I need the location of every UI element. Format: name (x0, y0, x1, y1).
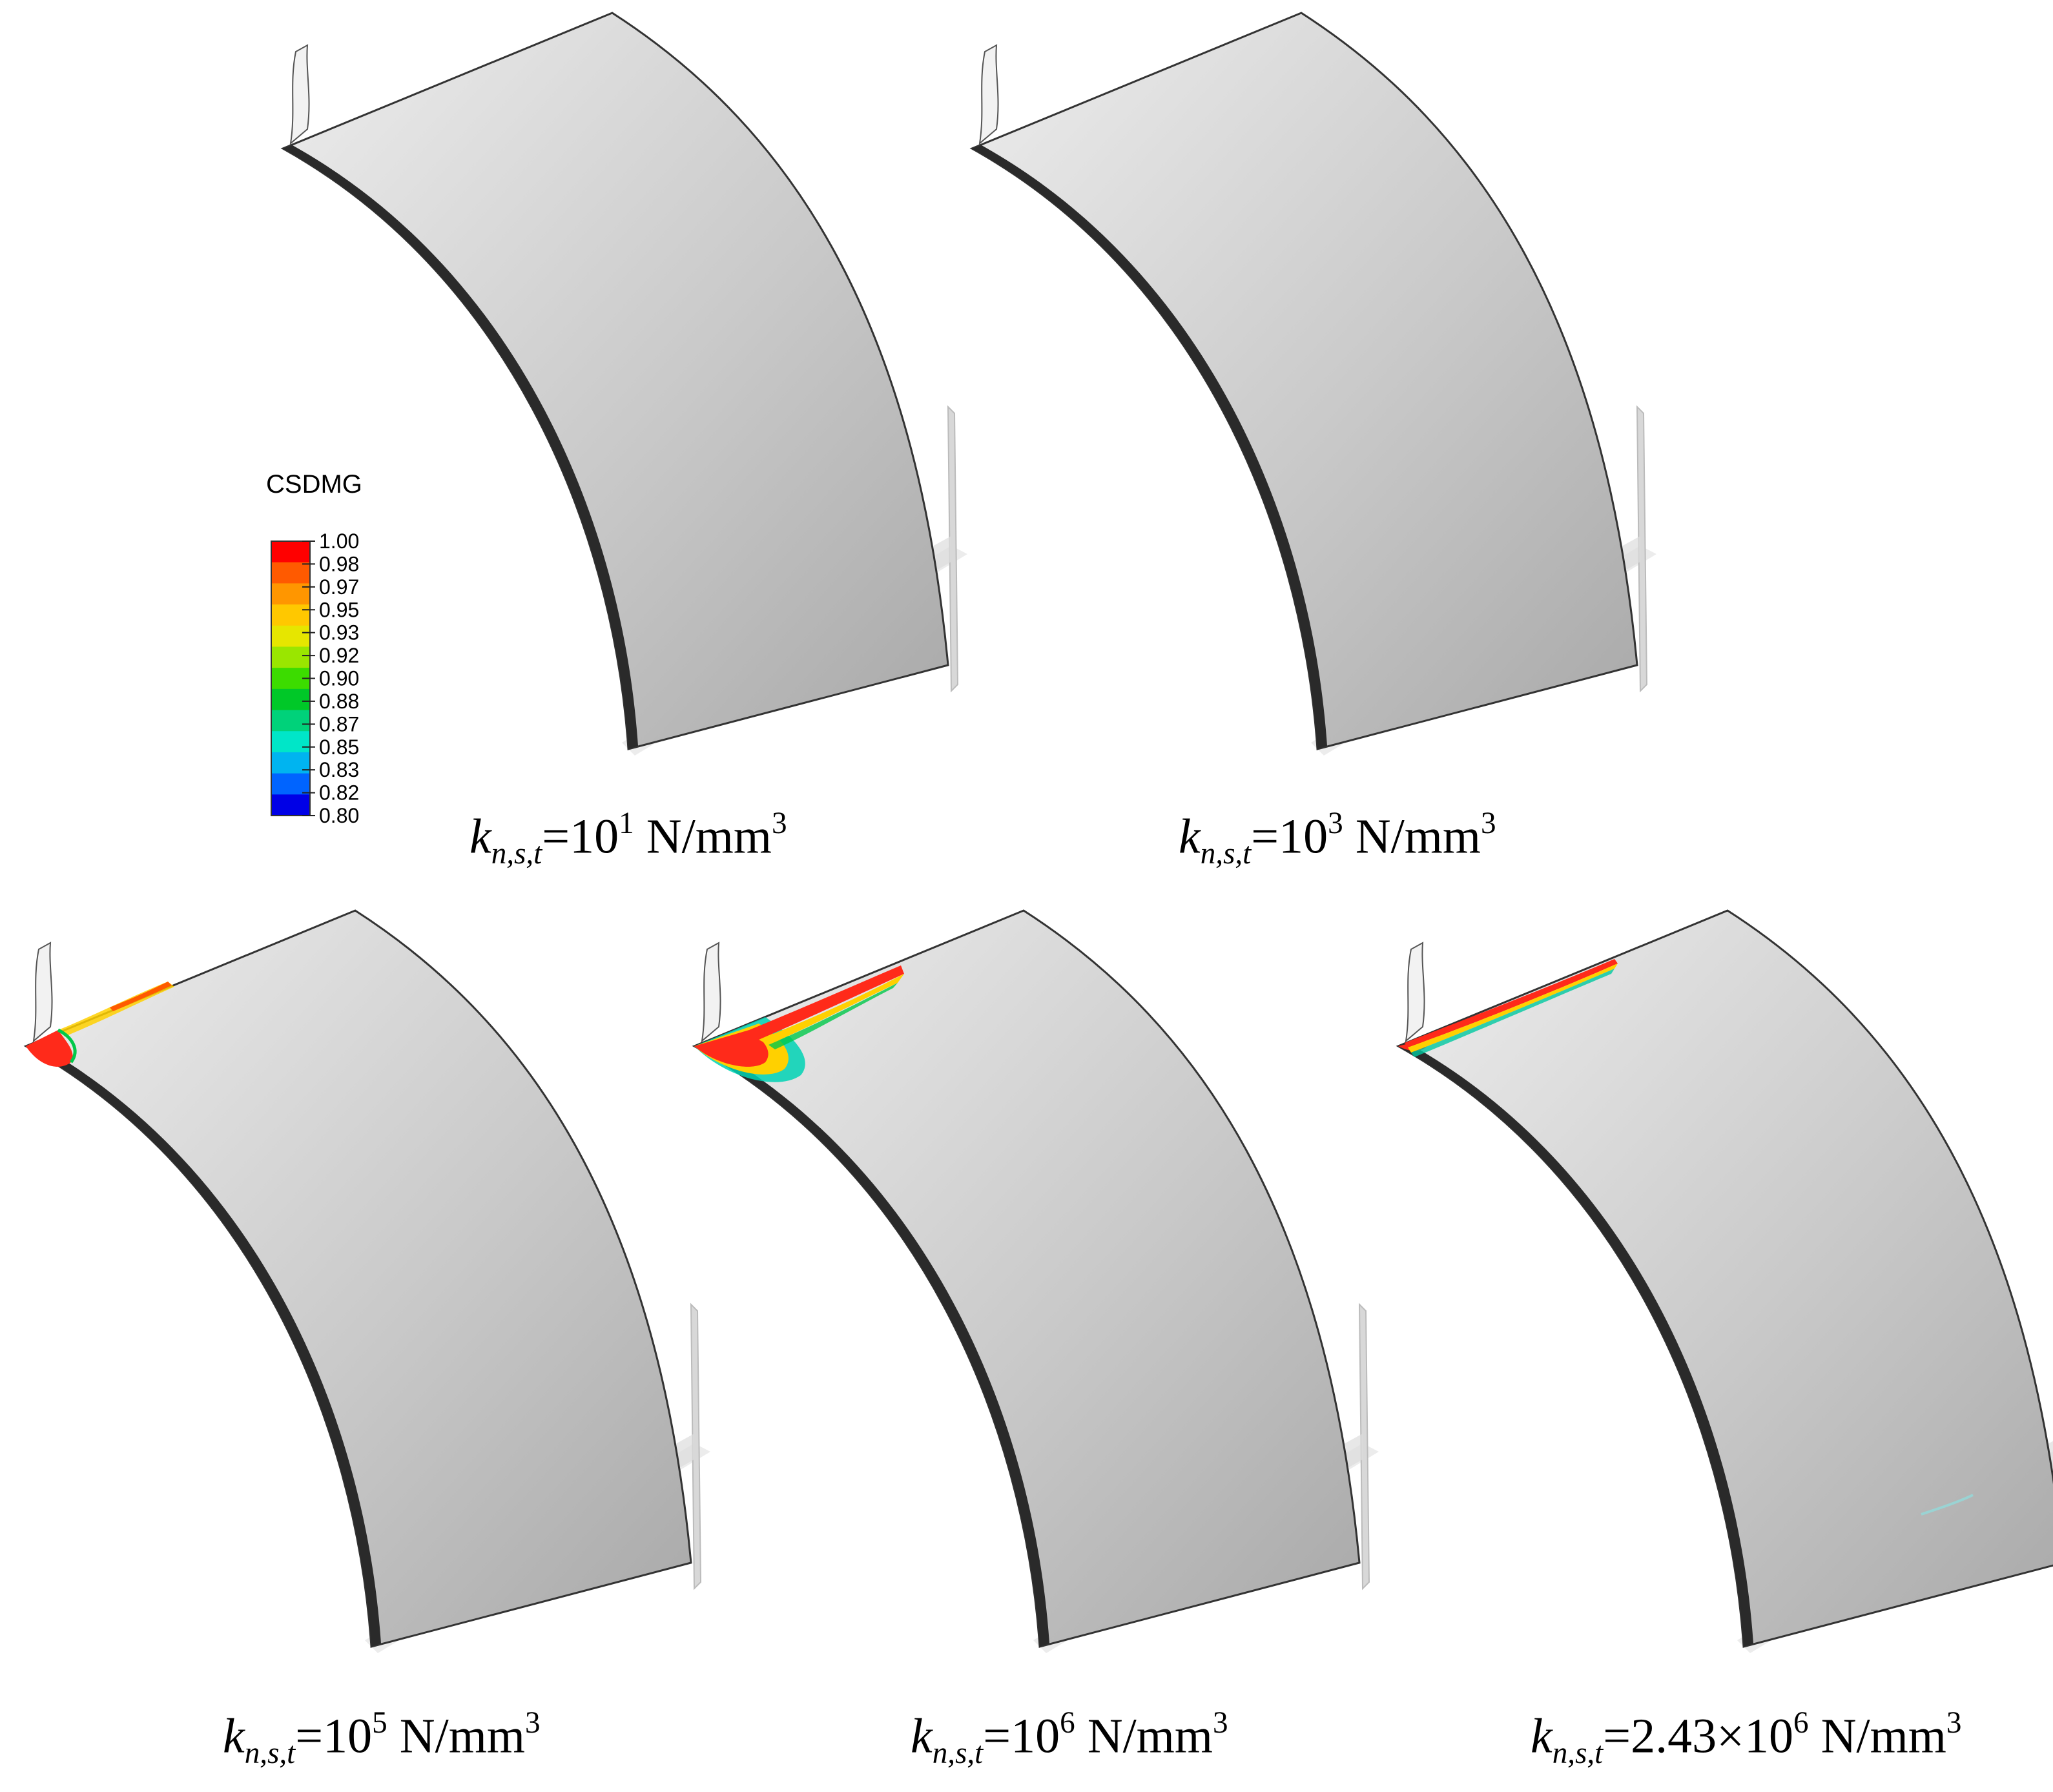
shell-model-2 (971, 12, 1658, 757)
unit: N/mm (1808, 1709, 1946, 1764)
legend-tick-label: 0.98 (319, 552, 359, 575)
k-base: 10 (1011, 1709, 1060, 1764)
caption-panel-5: kn,s,t=2.43×106 N/mm3 (1531, 1706, 1962, 1771)
legend-tick-label: 0.92 (319, 644, 359, 667)
panel-4 (693, 909, 1380, 1654)
legend-swatch (271, 604, 310, 626)
legend-title: CSDMG (266, 470, 362, 499)
legend-tick-label: 0.95 (319, 598, 359, 621)
k-base: 10 (570, 809, 619, 864)
unit: N/mm (387, 1709, 525, 1764)
legend-swatch (271, 773, 310, 795)
legend-tick-label: 0.93 (319, 621, 359, 644)
k-exponent: 6 (1793, 1706, 1809, 1740)
unit-exponent: 3 (1946, 1706, 1962, 1740)
equals-sign: = (542, 809, 570, 864)
damage-region-5 (1398, 959, 1974, 1516)
legend-tick-label: 0.85 (319, 736, 359, 759)
panel-3 (25, 909, 712, 1654)
panel-5 (1397, 909, 2053, 1654)
unit-exponent: 3 (771, 807, 787, 840)
panel-2 (971, 12, 1658, 757)
legend-colorbar: 1.000.980.970.950.930.920.900.880.870.85… (271, 530, 359, 827)
k-base: 10 (1279, 809, 1328, 864)
legend-tick-label: 0.90 (319, 667, 359, 690)
equals-sign: = (295, 1709, 324, 1764)
legend-tick-label: 0.88 (319, 690, 359, 713)
symbol-k: k (911, 1709, 933, 1764)
legend-tick-label: 0.80 (319, 804, 359, 827)
damage-region-4 (694, 965, 904, 1082)
caption-panel-2: kn,s,t=103 N/mm3 (1179, 808, 1496, 869)
damage-region-3 (26, 982, 174, 1067)
shell-model-3 (25, 909, 712, 1654)
unit-exponent: 3 (524, 1706, 541, 1740)
caption-panel-1: kn,s,t=101 N/mm3 (469, 808, 787, 869)
legend-swatch (271, 646, 310, 668)
symbol-subscript: n,s,t (491, 837, 542, 871)
legend-swatch (271, 562, 310, 584)
panel-1 (282, 12, 969, 757)
legend-tick-label: 0.97 (319, 575, 359, 599)
symbol-k: k (1531, 1709, 1553, 1764)
legend-swatch (271, 625, 310, 647)
legend-tick-label: 0.87 (319, 712, 359, 736)
shell-model-1 (282, 12, 969, 757)
legend-swatch (271, 541, 310, 563)
k-base: 10 (323, 1709, 373, 1764)
legend-swatch (271, 794, 310, 816)
unit: N/mm (1343, 809, 1481, 864)
equals-sign: = (1603, 1709, 1631, 1764)
symbol-k: k (223, 1709, 245, 1764)
unit-exponent: 3 (1212, 1706, 1228, 1740)
k-base: 10 (1744, 1709, 1794, 1764)
caption-panel-3: kn,s,t=105 N/mm3 (223, 1706, 541, 1771)
k-exponent: 5 (372, 1706, 387, 1740)
symbol-subscript: n,s,t (1552, 1736, 1604, 1771)
symbol-k: k (469, 809, 491, 864)
caption-panel-4: kn,s,t=106 N/mm3 (911, 1706, 1228, 1771)
k-exponent: 6 (1060, 1706, 1075, 1740)
equals-sign: = (1251, 809, 1279, 864)
k-exponent: 1 (619, 807, 634, 840)
unit: N/mm (1075, 1709, 1213, 1764)
unit: N/mm (634, 809, 772, 864)
symbol-subscript: n,s,t (1200, 837, 1252, 871)
legend-swatch (271, 710, 310, 732)
symbol-k: k (1179, 809, 1201, 864)
legend-tick-label: 1.00 (319, 530, 359, 553)
legend-swatch (271, 731, 310, 753)
symbol-subscript: n,s,t (932, 1736, 984, 1771)
k-multiplier: 2.43× (1631, 1709, 1745, 1764)
legend-tick-label: 0.83 (319, 758, 359, 781)
legend-swatch (271, 688, 310, 711)
k-exponent: 3 (1328, 807, 1343, 840)
unit-exponent: 3 (1480, 807, 1496, 840)
equals-sign: = (983, 1709, 1011, 1764)
symbol-subscript: n,s,t (244, 1736, 296, 1771)
legend-tick-label: 0.82 (319, 781, 359, 805)
